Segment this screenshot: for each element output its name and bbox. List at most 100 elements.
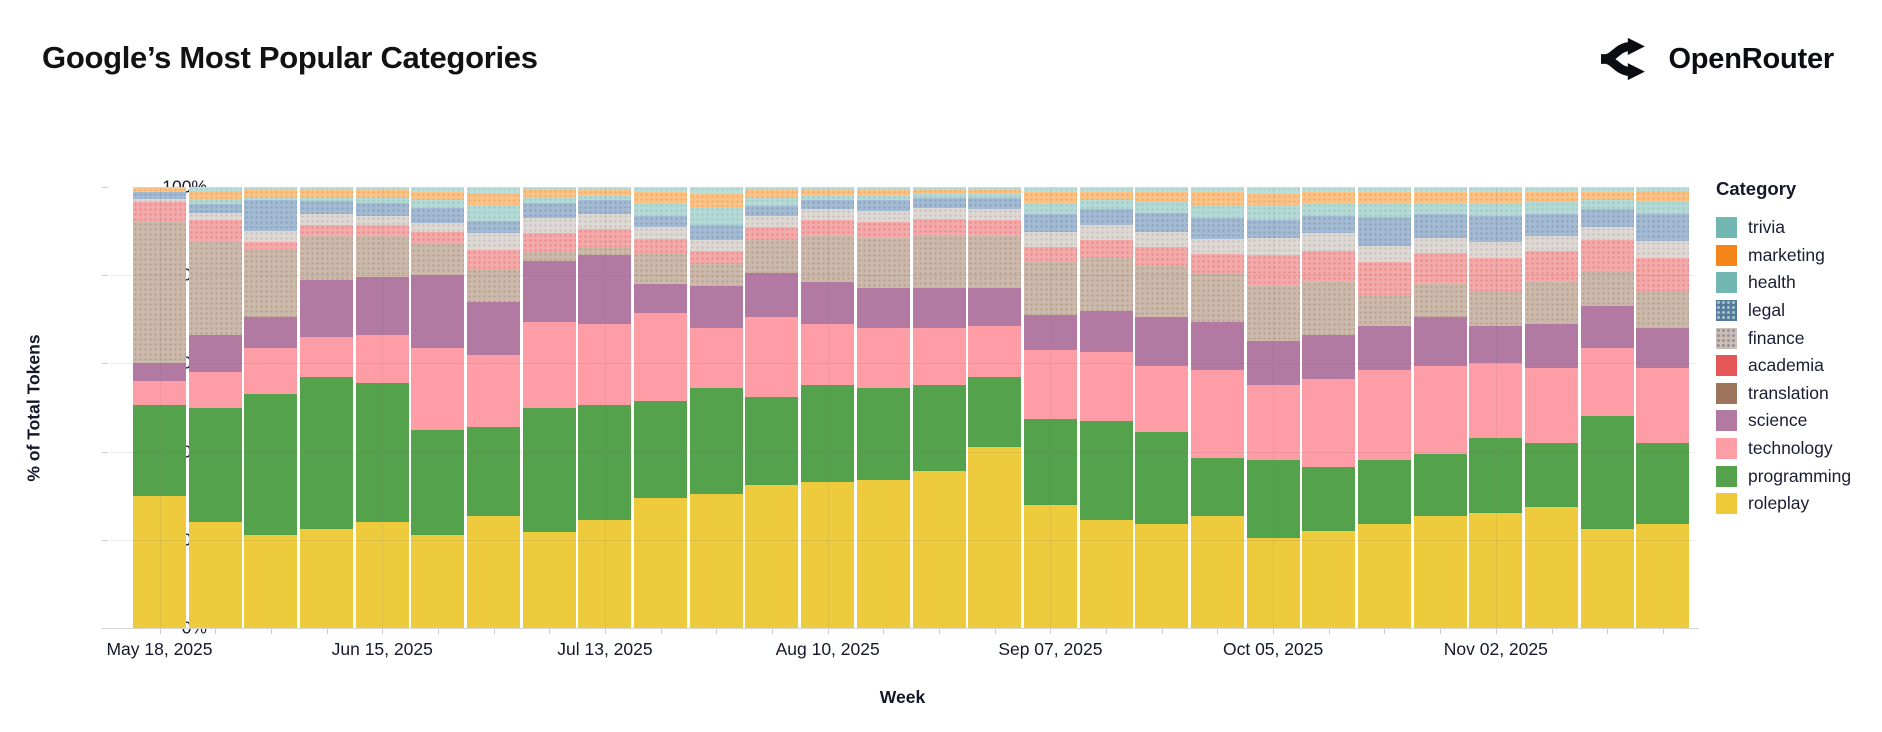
segment-trivia[interactable] — [856, 187, 910, 190]
segment-legal[interactable] — [355, 202, 409, 216]
segment-health[interactable] — [1079, 200, 1133, 210]
segment-trivia[interactable] — [355, 187, 409, 191]
segment-science[interactable] — [411, 275, 465, 348]
segment-academia[interactable] — [355, 224, 409, 236]
bar-week-sep-14-2025[interactable] — [1079, 187, 1133, 628]
segment-programming[interactable] — [968, 376, 1022, 448]
segment-legal[interactable] — [244, 200, 298, 232]
segment-programming[interactable] — [634, 400, 688, 498]
segment-roleplay[interactable] — [801, 482, 855, 628]
segment-translation[interactable] — [745, 239, 799, 274]
segment-marketing[interactable] — [745, 190, 799, 199]
segment-programming[interactable] — [1246, 460, 1300, 538]
segment-finance[interactable] — [634, 226, 688, 240]
bar-week-sep-07-2025[interactable] — [1023, 187, 1077, 628]
segment-trivia[interactable] — [1246, 187, 1300, 194]
segment-translation[interactable] — [1580, 270, 1634, 307]
segment-health[interactable] — [244, 198, 298, 201]
segment-roleplay[interactable] — [1636, 524, 1690, 628]
bar-week-jul-06-2025[interactable] — [522, 187, 576, 628]
segment-roleplay[interactable] — [300, 528, 354, 628]
bar-week-oct-19-2025[interactable] — [1357, 187, 1411, 628]
segment-marketing[interactable] — [355, 190, 409, 198]
bar-week-oct-12-2025[interactable] — [1302, 187, 1356, 628]
segment-finance[interactable] — [1246, 237, 1300, 256]
segment-academia[interactable] — [578, 228, 632, 247]
segment-technology[interactable] — [244, 347, 298, 395]
segment-science[interactable] — [968, 288, 1022, 326]
segment-academia[interactable] — [467, 249, 521, 269]
segment-finance[interactable] — [689, 239, 743, 251]
segment-programming[interactable] — [1135, 431, 1189, 525]
segment-translation[interactable] — [1469, 290, 1523, 326]
segment-technology[interactable] — [355, 334, 409, 384]
segment-legal[interactable] — [1079, 209, 1133, 225]
segment-technology[interactable] — [1079, 352, 1133, 421]
segment-roleplay[interactable] — [1190, 515, 1244, 628]
segment-finance[interactable] — [355, 215, 409, 225]
bar-week-may-25-2025[interactable] — [188, 187, 242, 628]
segment-technology[interactable] — [1302, 378, 1356, 468]
segment-health[interactable] — [968, 193, 1022, 199]
segment-technology[interactable] — [745, 317, 799, 397]
segment-finance[interactable] — [1302, 233, 1356, 251]
segment-academia[interactable] — [1636, 257, 1690, 291]
segment-roleplay[interactable] — [1413, 515, 1467, 628]
segment-programming[interactable] — [1580, 416, 1634, 529]
segment-roleplay[interactable] — [1580, 528, 1634, 628]
segment-academia[interactable] — [745, 226, 799, 240]
segment-health[interactable] — [133, 191, 186, 193]
segment-trivia[interactable] — [411, 187, 465, 193]
segment-roleplay[interactable] — [968, 447, 1022, 628]
segment-roleplay[interactable] — [689, 493, 743, 628]
bar-week-oct-26-2025[interactable] — [1413, 187, 1467, 628]
segment-health[interactable] — [411, 200, 465, 208]
segment-finance[interactable] — [188, 212, 242, 221]
segment-science[interactable] — [1023, 314, 1077, 351]
segment-science[interactable] — [1302, 334, 1356, 379]
segment-finance[interactable] — [801, 209, 855, 221]
segment-translation[interactable] — [1190, 273, 1244, 322]
segment-programming[interactable] — [467, 427, 521, 516]
segment-trivia[interactable] — [467, 187, 521, 193]
segment-roleplay[interactable] — [522, 532, 576, 628]
segment-science[interactable] — [522, 261, 576, 322]
segment-finance[interactable] — [1636, 240, 1690, 258]
segment-translation[interactable] — [1135, 266, 1189, 318]
bar-week-aug-03-2025[interactable] — [745, 187, 799, 628]
segment-marketing[interactable] — [1246, 193, 1300, 206]
segment-finance[interactable] — [522, 218, 576, 234]
segment-roleplay[interactable] — [912, 471, 966, 628]
segment-programming[interactable] — [1469, 438, 1523, 514]
segment-finance[interactable] — [1079, 224, 1133, 240]
segment-legal[interactable] — [522, 203, 576, 219]
segment-trivia[interactable] — [133, 187, 186, 188]
bar-week-jun-22-2025[interactable] — [411, 187, 465, 628]
segment-technology[interactable] — [1190, 370, 1244, 459]
segment-finance[interactable] — [912, 207, 966, 219]
segment-legal[interactable] — [1580, 209, 1634, 227]
segment-legal[interactable] — [1135, 213, 1189, 233]
segment-academia[interactable] — [968, 220, 1022, 236]
segment-science[interactable] — [1413, 317, 1467, 366]
segment-science[interactable] — [1580, 306, 1634, 348]
segment-roleplay[interactable] — [188, 522, 242, 628]
segment-trivia[interactable] — [1413, 187, 1467, 193]
segment-health[interactable] — [1190, 204, 1244, 218]
segment-finance[interactable] — [1023, 232, 1077, 247]
segment-translation[interactable] — [188, 241, 242, 335]
legend-item-programming[interactable]: programming — [1716, 462, 1851, 490]
segment-finance[interactable] — [856, 211, 910, 223]
segment-trivia[interactable] — [1302, 187, 1356, 193]
segment-academia[interactable] — [1525, 250, 1578, 282]
segment-programming[interactable] — [1023, 418, 1077, 505]
segment-programming[interactable] — [355, 383, 409, 523]
bar-week-jul-20-2025[interactable] — [634, 187, 688, 628]
legend-item-finance[interactable]: finance — [1716, 324, 1851, 352]
segment-translation[interactable] — [912, 235, 966, 289]
bar-week-sep-28-2025[interactable] — [1190, 187, 1244, 628]
segment-academia[interactable] — [912, 218, 966, 236]
segment-legal[interactable] — [1302, 215, 1356, 234]
bar-week-jun-01-2025[interactable] — [244, 187, 298, 628]
segment-marketing[interactable] — [689, 193, 743, 207]
